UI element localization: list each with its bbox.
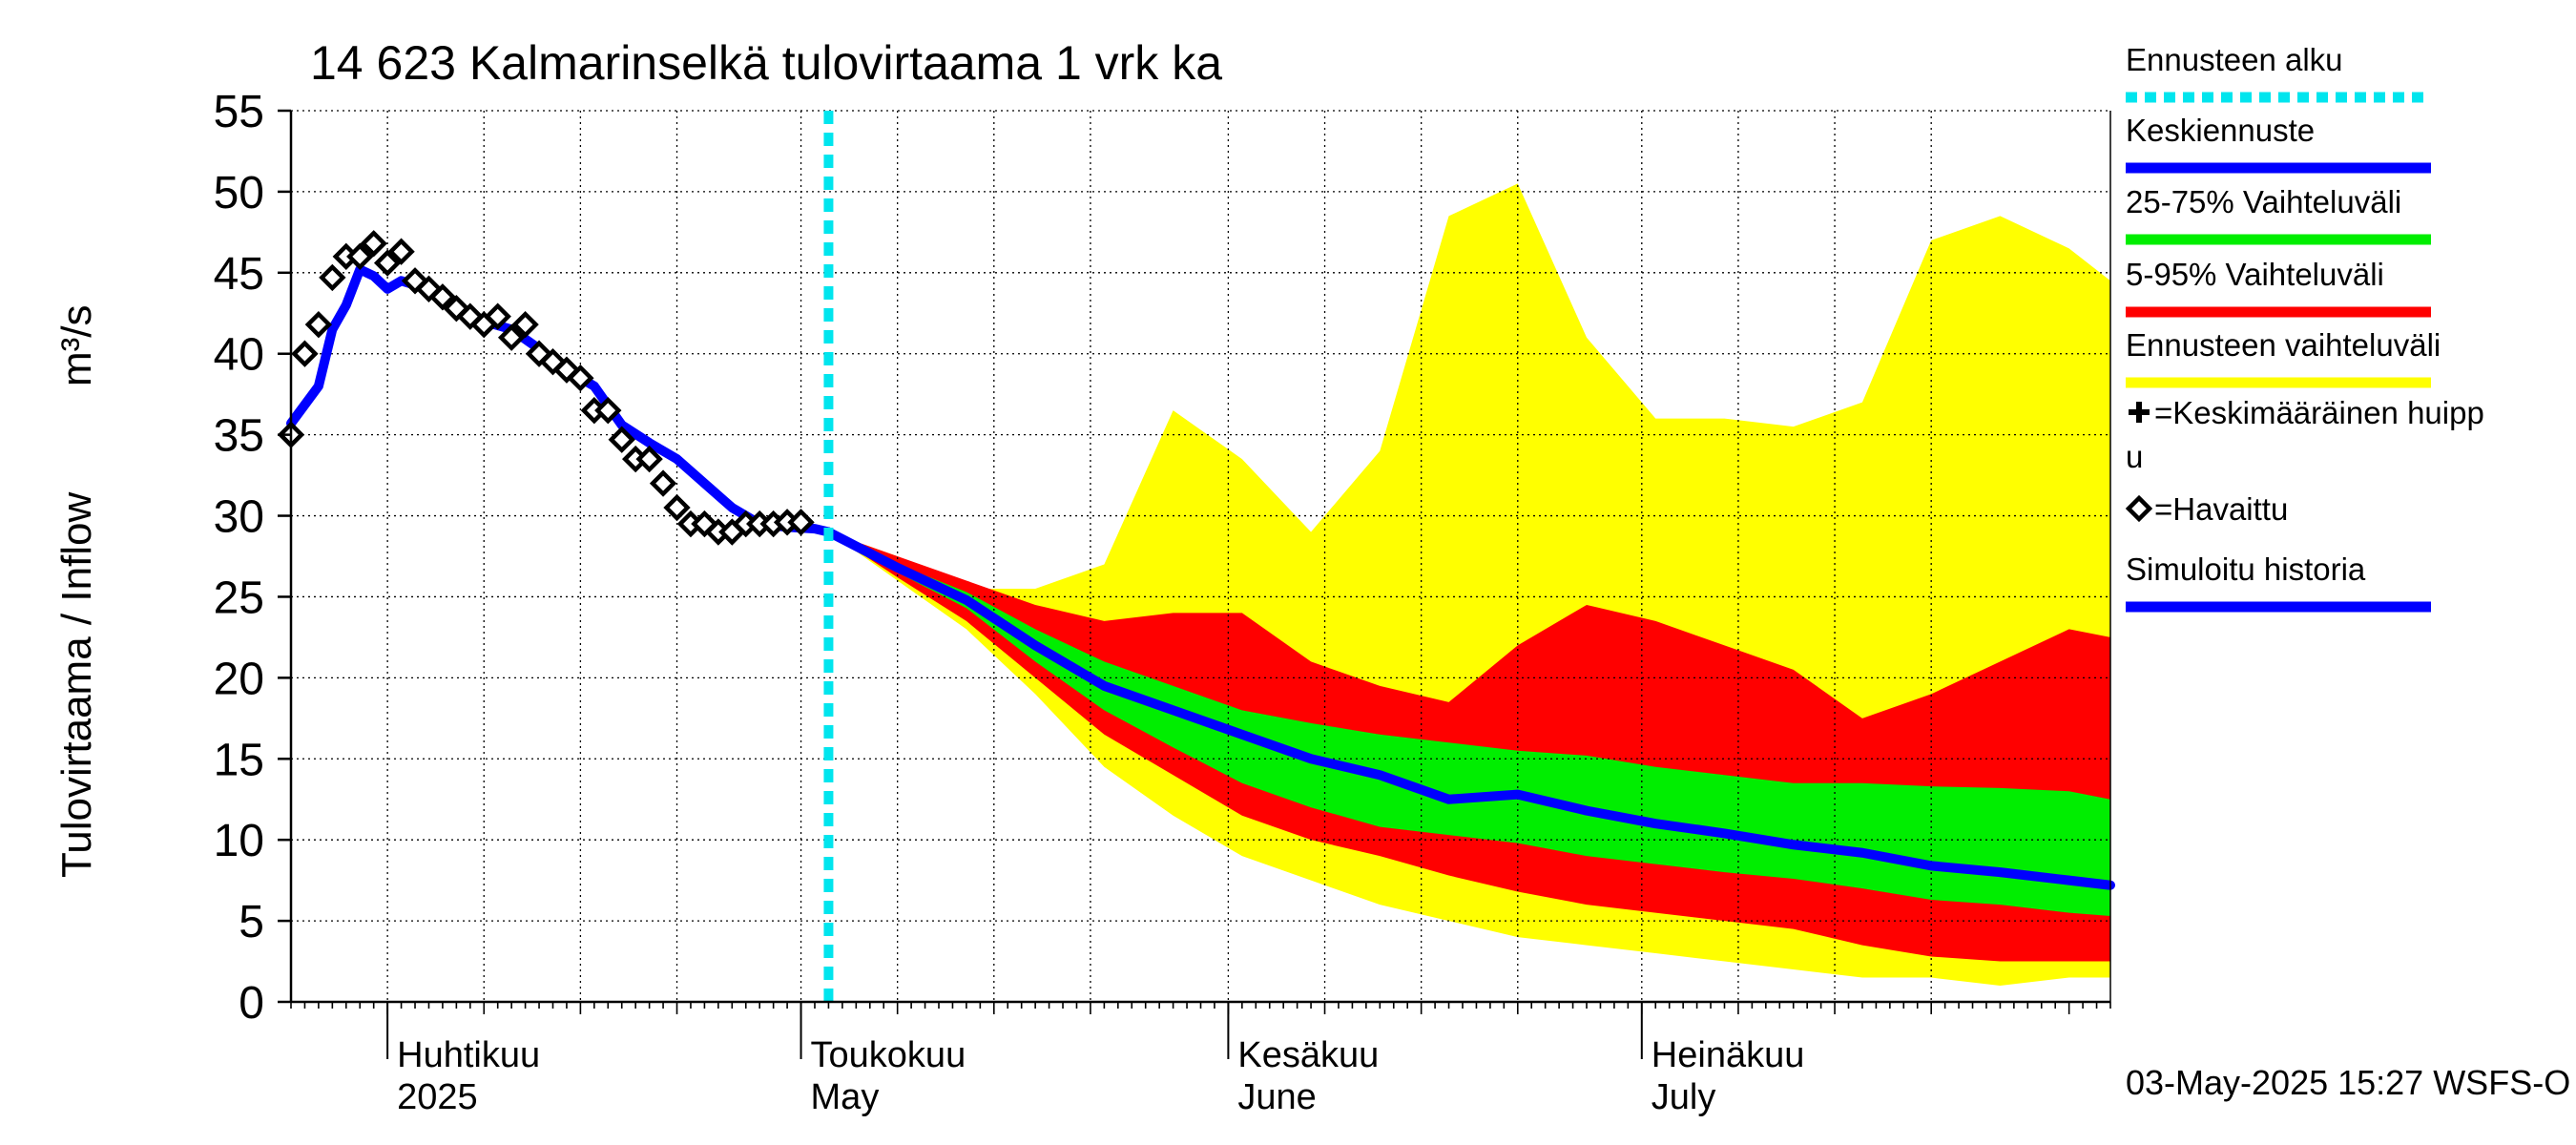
observed-point xyxy=(428,283,457,311)
axes: 0510152025303540455055Huhtikuu2025Toukok… xyxy=(53,87,2111,1117)
observed-point xyxy=(497,323,526,351)
observed-point xyxy=(387,238,415,265)
chart-title: 14 623 Kalmarinselkä tulovirtaama 1 vrk … xyxy=(310,36,1222,90)
legend: Ennusteen alku Keskiennuste 25-75% Vaihtel… xyxy=(2125,42,2484,613)
month-label-fi: Toukokuu xyxy=(811,1035,966,1075)
timestamp: 03-May-2025 15:27 WSFS-O xyxy=(2126,1063,2570,1102)
observed-point xyxy=(594,396,622,425)
observed-point xyxy=(304,310,333,339)
observed-point xyxy=(511,310,539,339)
month-label-en: July xyxy=(1652,1077,1716,1117)
observed-point xyxy=(291,340,319,367)
forecast-bands xyxy=(828,183,2110,987)
mean-forecast-line xyxy=(823,527,2115,890)
observed-point xyxy=(484,302,511,330)
y-tick-label: 55 xyxy=(214,87,264,137)
month-label-fi: Heinäkuu xyxy=(1652,1035,1805,1075)
legend-diamond-icon xyxy=(2125,494,2153,523)
y-tick-label: 30 xyxy=(214,492,264,543)
y-tick-label: 35 xyxy=(214,411,264,462)
month-label-fi: Huhtikuu xyxy=(397,1035,540,1075)
legend-keskiennuste-label: Keskiennuste xyxy=(2126,113,2315,148)
legend-5-95-vaihteluv-li-label: 5-95% Vaihteluväli xyxy=(2126,257,2384,292)
observed-point xyxy=(360,230,387,258)
y-axis-unit: m³/s xyxy=(53,304,100,386)
observed-point xyxy=(567,364,594,392)
month-label-fi: Kesäkuu xyxy=(1237,1035,1379,1075)
month-label-en: June xyxy=(1237,1077,1316,1117)
y-tick-label: 0 xyxy=(239,978,264,1029)
y-axis-label: Tulovirtaama / Inflow xyxy=(53,491,100,878)
legend-havaittu-label: =Havaittu xyxy=(2154,491,2288,527)
observed-point xyxy=(635,445,663,473)
y-tick-label: 15 xyxy=(214,735,264,785)
observed-point xyxy=(649,469,677,497)
legend-plus-icon xyxy=(2129,402,2150,423)
y-tick-label: 20 xyxy=(214,654,264,704)
simulated-history-line xyxy=(286,264,834,537)
y-tick-label: 50 xyxy=(214,168,264,219)
observed-point xyxy=(608,426,635,453)
band-25-75-vaihteluv-li xyxy=(828,531,2110,916)
series-lines xyxy=(286,111,2115,1004)
observed-point xyxy=(787,509,815,536)
month-label-en: May xyxy=(811,1077,880,1117)
y-tick-label: 25 xyxy=(214,572,264,623)
legend-ennusteen-vaihteluv-li-label: Ennusteen vaihteluväli xyxy=(2126,327,2441,363)
legend-simuloitu-historia-label: Simuloitu historia xyxy=(2126,552,2366,587)
observed-point xyxy=(319,263,346,292)
observed-point xyxy=(373,249,402,277)
y-tick-label: 10 xyxy=(214,816,264,866)
y-tick-label: 40 xyxy=(214,330,264,381)
legend-keskim-r-inen-huipp-u-label: =Keskimääräinen huipp xyxy=(2154,395,2484,430)
legend-25-75-vaihteluv-li-label: 25-75% Vaihteluväli xyxy=(2126,184,2401,219)
observed-point xyxy=(663,493,691,522)
month-label-en: 2025 xyxy=(397,1077,478,1117)
legend-ennusteen-alku-label: Ennusteen alku xyxy=(2126,42,2343,77)
observed-points xyxy=(277,230,815,546)
observed-point xyxy=(346,242,374,271)
y-tick-label: 5 xyxy=(239,897,264,947)
y-tick-label: 45 xyxy=(214,249,264,300)
legend-keskim-r-inen-huipp-u-label: u xyxy=(2126,439,2143,474)
